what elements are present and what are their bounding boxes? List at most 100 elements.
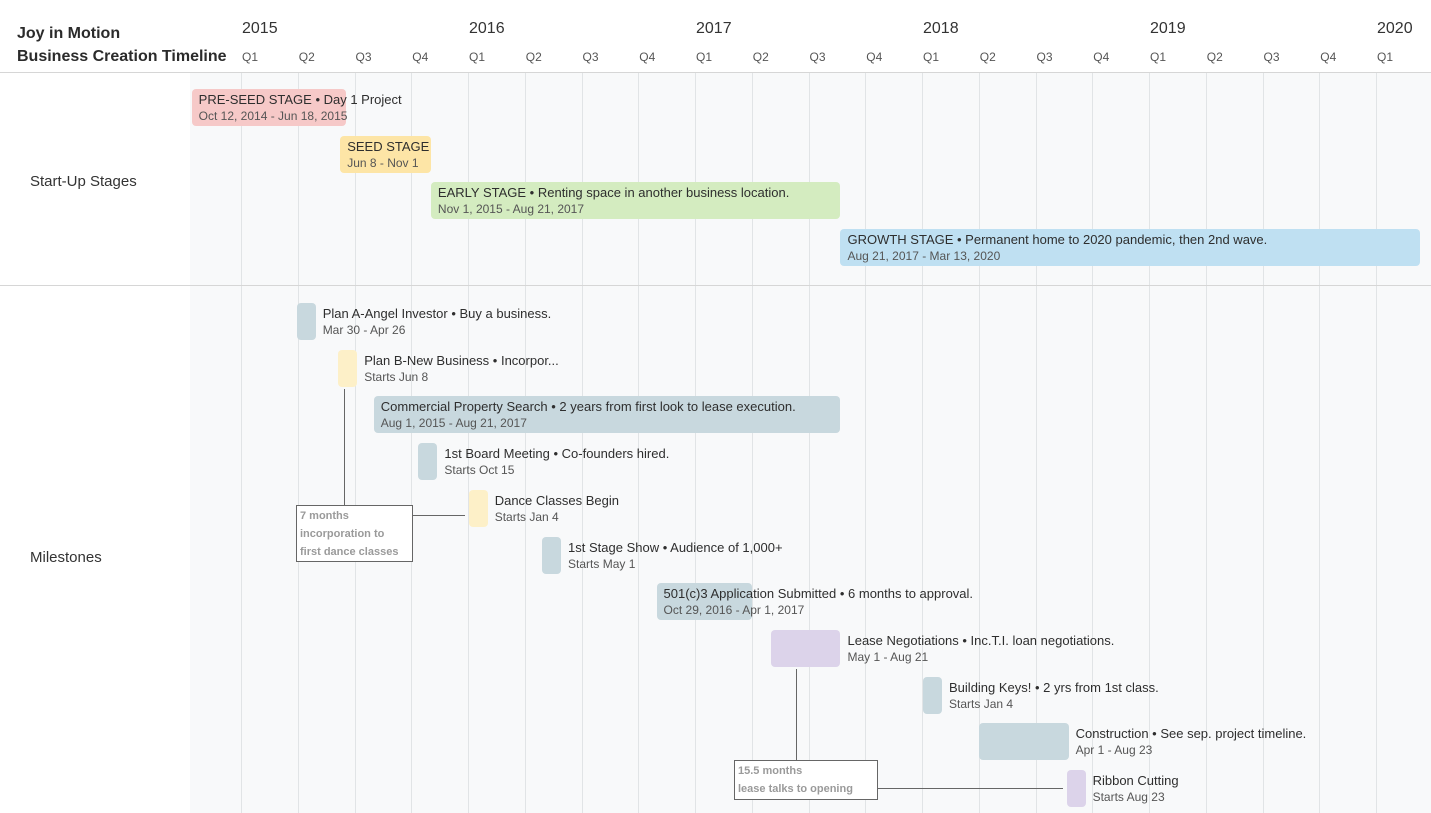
task-title: Construction • See sep. project timeline… [1075,726,1307,742]
quarter-gridline [241,73,242,813]
connector-line [344,388,346,505]
task-title: Plan A-Angel Investor • Buy a business. [322,306,552,321]
year-label: 2020 [1377,20,1413,37]
task-title: Building Keys! • 2 yrs from 1st class. [949,679,1159,695]
year-label: 2017 [696,20,732,37]
task-label: EARLY STAGE • Renting space in another b… [438,184,789,218]
task-title: SEED STAGE [347,138,430,154]
annotation-text: first dance classes [300,546,399,558]
connector-line [878,788,1063,789]
task-dates: Starts Jan 4 [949,696,1014,711]
task-bar[interactable] [418,443,438,481]
task-bar[interactable] [1066,770,1086,807]
task-dates: Oct 12, 2014 - Jun 18, 2015 [198,109,348,123]
year-label: 2015 [242,20,278,37]
task-bar[interactable] [542,536,562,574]
task-bar[interactable] [373,396,841,434]
task-bar[interactable] [338,349,358,387]
task-label: SEED STAGE Jun 8 - Nov 1 [347,138,429,172]
quarter-label: Q4 [1320,50,1337,64]
task-bar[interactable] [468,489,488,527]
task-bar[interactable] [656,583,753,621]
year-label: 2019 [1150,20,1186,37]
quarter-gridline [1319,73,1321,813]
task-dates: Jun 8 - Nov 1 [347,155,419,170]
quarter-gridline [354,73,356,813]
quarter-label: Q3 [1263,50,1280,64]
task-label: Dance Classes Begin Starts Jan 4 [495,492,619,526]
quarter-label: Q2 [525,50,542,64]
quarter-label: Q4 [639,50,656,64]
task-label: Building Keys! • 2 yrs from 1st class. St… [949,679,1159,713]
quarter-gridline [751,73,753,813]
task-title: 1st Board Meeting • Co-founders hired. [444,446,670,462]
quarter-label: Q1 [696,50,713,64]
task-title: Ribbon Cutting [1092,773,1179,788]
task-title: 501(c)3 Application Submitted • 6 months… [663,586,974,602]
quarter-label: Q1 [242,50,259,64]
task-label: Lease Negotiations • Inc.T.I. loan negot… [847,632,1114,666]
task-title: Commercial Property Search • 2 years fro… [380,399,796,415]
task-label: 1st Stage Show • Audience of 1,000+ Start… [568,539,783,573]
task-dates: Apr 1 - Aug 23 [1075,743,1153,758]
task-title: PRE-SEED STAGE • Day 1 Project [198,92,402,107]
quarter-gridline [978,73,980,813]
task-bar[interactable] [191,89,347,126]
task-dates: Starts Oct 15 [444,463,515,478]
task-dates: Aug 21, 2017 - Mar 13, 2020 [847,249,1001,264]
task-bar[interactable] [923,676,943,714]
quarter-label: Q2 [298,50,315,64]
annotation-text: 15.5 months [738,765,803,777]
task-bar[interactable] [340,135,431,173]
quarter-gridline [1092,73,1094,813]
task-dates: Nov 1, 2015 - Aug 21, 2017 [437,202,585,217]
task-bar[interactable] [840,229,1420,267]
task-title: Plan B-New Business • Incorpor... [364,352,559,368]
task-dates: Starts May 1 [568,556,636,571]
quarter-label: Q1 [1150,50,1167,64]
quarter-label: Q2 [1206,50,1223,64]
task-label: GROWTH STAGE • Permanent home to 2020 pa… [847,231,1267,265]
quarter-gridline [865,73,867,813]
task-label: PRE-SEED STAGE • Day 1 Project Oct 12, 20… [199,91,402,125]
task-dates: May 1 - Aug 21 [847,649,929,664]
quarter-gridline [1376,73,1377,813]
task-dates: Starts Aug 23 [1092,790,1165,804]
task-dates: Mar 30 - Apr 26 [322,323,406,337]
task-bar[interactable] [296,303,316,340]
task-title: Dance Classes Begin [494,492,619,508]
annotation-text: lease talks to opening [738,783,853,795]
quarter-label: Q3 [809,50,826,64]
task-bar[interactable] [979,723,1069,761]
connector-line [795,668,797,760]
quarter-gridline [922,73,923,813]
quarter-label: Q1 [1377,50,1394,64]
task-label: Construction • See sep. project timeline… [1076,725,1307,759]
quarter-gridline [1262,73,1264,813]
quarter-gridline [638,73,640,813]
quarter-label: Q3 [1036,50,1053,64]
quarter-gridline [808,73,810,813]
task-bar[interactable] [430,182,841,220]
task-label: Commercial Property Search • 2 years fro… [381,398,796,432]
quarter-gridline [1205,73,1207,813]
task-bar[interactable] [770,629,841,667]
quarter-gridline [524,73,526,813]
chart-title: Joy in Motion Business Creation Timeline [17,22,227,68]
timeline-header [0,0,1431,73]
quarter-label: Q3 [355,50,372,64]
title-line-1: Joy in Motion [17,25,121,42]
annotation-text: incorporation to [300,528,385,540]
year-label: 2016 [469,20,505,37]
quarter-gridline [468,73,469,813]
quarter-gridline [297,73,299,813]
quarter-label: Q3 [582,50,599,64]
task-label: Plan A-Angel Investor • Buy a business. M… [323,305,552,339]
title-line-2: Business Creation Timeline [17,48,227,65]
group-label: Milestones [30,549,102,566]
quarter-gridline [1149,73,1150,813]
annotation-box: 15.5 months lease talks to opening [734,760,878,800]
group-label: Start-Up Stages [30,173,137,190]
annotation-box: 7 months incorporation to first dance clas… [296,505,413,562]
connector-line [413,515,465,516]
